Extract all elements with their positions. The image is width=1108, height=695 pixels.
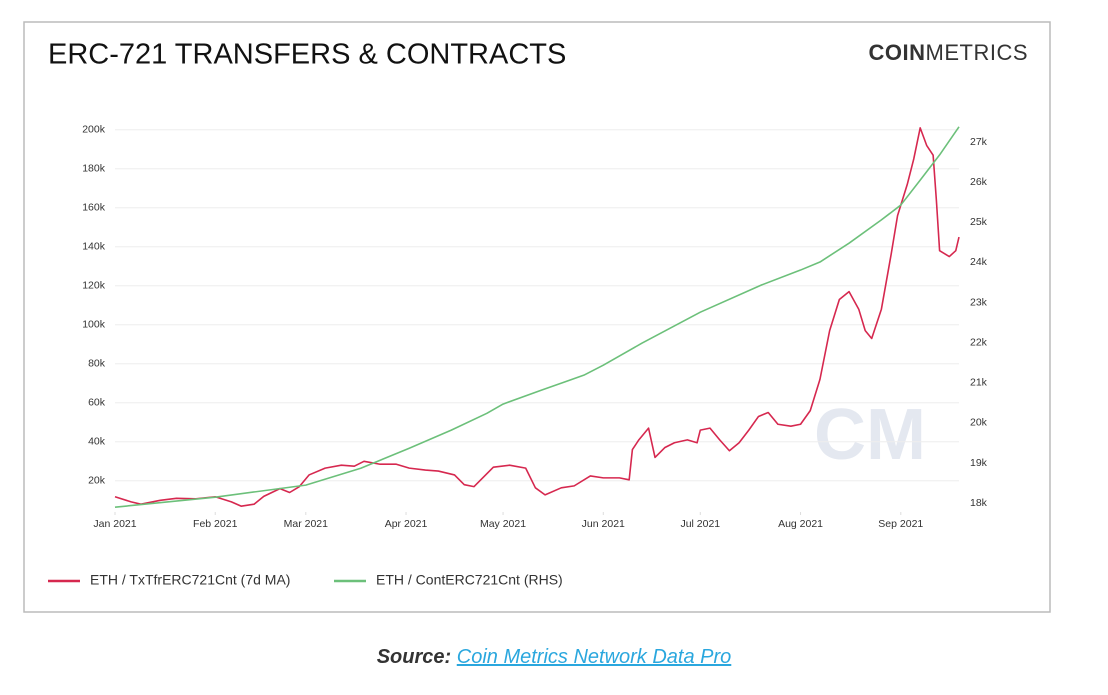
y-tick-label: 200k — [82, 124, 106, 136]
y-tick-label: 140k — [82, 241, 106, 253]
chart-title: ERC-721 TRANSFERS & CONTRACTS — [48, 39, 566, 71]
series-line — [114, 126, 960, 508]
logo: COINMETRICS — [869, 40, 1029, 65]
source-link[interactable]: Coin Metrics Network Data Pro — [456, 646, 732, 668]
y-tick-label: 20k — [88, 475, 106, 487]
y-tick-label: 80k — [88, 358, 106, 370]
y2-tick-label: 22k — [970, 336, 988, 348]
legend-label: ETH / ContERC721Cnt (RHS) — [376, 572, 563, 588]
x-tick-label: Feb 2021 — [193, 518, 238, 530]
chart: ERC-721 TRANSFERS & CONTRACTS COINMETRIC… — [23, 21, 1051, 613]
y-tick-label: 40k — [88, 436, 106, 448]
y2-tick-label: 27k — [970, 136, 988, 148]
y2-tick-label: 20k — [970, 417, 988, 429]
x-tick-label: Jul 2021 — [680, 518, 720, 530]
y-tick-label: 100k — [82, 319, 106, 331]
x-tick-label: Jan 2021 — [93, 518, 136, 530]
y2-tick-label: 21k — [970, 377, 988, 389]
y2-tick-label: 24k — [970, 256, 988, 268]
y-tick-label: 60k — [88, 397, 106, 409]
y2-tick-label: 25k — [970, 216, 988, 228]
y-tick-label: 120k — [82, 280, 106, 292]
x-tick-label: Sep 2021 — [878, 518, 923, 530]
x-tick-label: Mar 2021 — [284, 518, 329, 530]
x-tick-label: May 2021 — [480, 518, 526, 530]
watermark: CM — [814, 395, 926, 475]
y-tick-label: 180k — [82, 163, 106, 175]
y2-tick-label: 26k — [970, 176, 988, 188]
y2-tick-label: 19k — [970, 457, 988, 469]
logo-bold: COIN — [869, 40, 926, 65]
x-tick-label: Apr 2021 — [385, 518, 428, 530]
x-tick-label: Aug 2021 — [778, 518, 823, 530]
logo-light: METRICS — [926, 40, 1029, 65]
x-tick-label: Jun 2021 — [582, 518, 625, 530]
legend-label: ETH / TxTfrERC721Cnt (7d MA) — [90, 572, 290, 588]
source: Source: Coin Metrics Network Data Pro — [0, 646, 1108, 669]
source-label: Source: — [376, 646, 452, 668]
y2-tick-label: 18k — [970, 497, 988, 509]
y-tick-label: 160k — [82, 202, 106, 214]
y2-tick-label: 23k — [970, 296, 988, 308]
